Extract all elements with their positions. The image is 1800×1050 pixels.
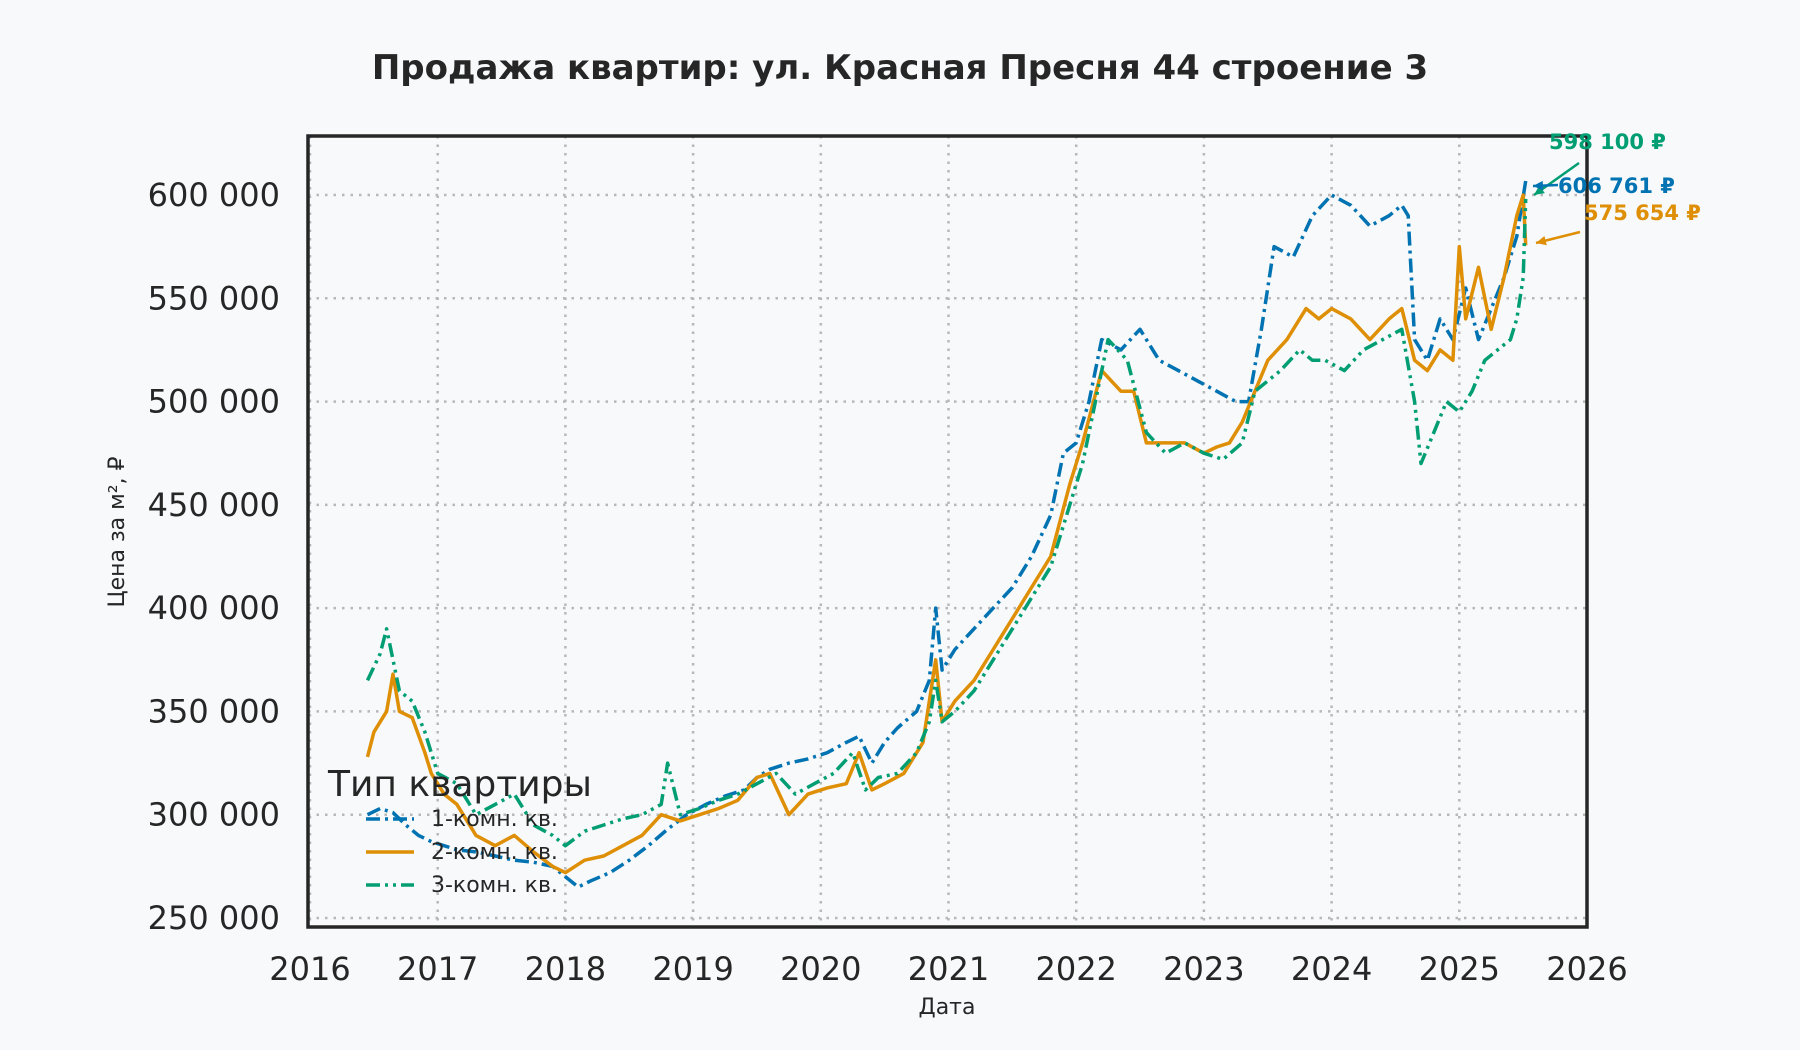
- y-axis-label: Цена за м², ₽: [105, 456, 130, 607]
- series-lines: [365, 180, 1528, 889]
- legend: Тип квартиры 1-комн. кв. 2-комн. кв. 3-ком…: [327, 764, 592, 898]
- grid-lines: [308, 136, 1589, 927]
- x-tick-label: 2025: [1419, 950, 1500, 988]
- plot-frame: [306, 134, 1589, 929]
- arrow-head-icon: [1534, 185, 1545, 195]
- x-tick-label: 2021: [908, 950, 989, 988]
- y-tick-label: 300 000: [148, 796, 280, 834]
- x-axis-ticks: 2016 2017 2018 2019 2020 2021 2022 2023 2024 2025…: [269, 950, 1627, 988]
- x-tick-label: 2019: [652, 950, 733, 988]
- x-axis-label: Дата: [919, 995, 976, 1020]
- x-tick-label: 2024: [1291, 950, 1372, 988]
- x-tick-label: 2017: [397, 950, 478, 988]
- chart-title: Продажа квартир: ул. Красная Пресня 44 с…: [371, 48, 1429, 88]
- arrow-head-icon: [1533, 180, 1544, 191]
- x-tick-label: 2026: [1546, 950, 1627, 988]
- y-tick-label: 500 000: [148, 383, 280, 421]
- arrow-head-icon: [1536, 235, 1547, 246]
- y-tick-label: 550 000: [148, 279, 280, 317]
- y-tick-label: 450 000: [148, 486, 280, 524]
- x-tick-label: 2020: [780, 950, 861, 988]
- series-line: [365, 198, 1528, 848]
- series-line: [366, 180, 1528, 889]
- y-axis-ticks: 250 000 300 000 350 000 400 000 450 000 500 0…: [148, 176, 280, 937]
- legend-entry: 1-комн. кв.: [431, 807, 558, 832]
- y-tick-label: 250 000: [148, 899, 280, 937]
- x-tick-label: 2016: [269, 950, 350, 988]
- x-tick-label: 2022: [1035, 950, 1116, 988]
- x-tick-label: 2023: [1163, 950, 1244, 988]
- x-tick-label: 2018: [525, 950, 606, 988]
- y-tick-label: 600 000: [148, 176, 280, 214]
- annotations: 598 100 ₽ 606 761 ₽ 575 654 ₽: [1532, 130, 1701, 246]
- annotation-label: 606 761 ₽: [1558, 174, 1675, 198]
- annotation-label: 575 654 ₽: [1584, 201, 1701, 225]
- annotation-label: 598 100 ₽: [1549, 130, 1666, 154]
- legend-entry: 2-комн. кв.: [431, 840, 558, 865]
- legend-entry: 3-комн. кв.: [431, 873, 558, 898]
- y-tick-label: 350 000: [148, 692, 280, 730]
- y-tick-label: 400 000: [148, 589, 280, 627]
- legend-title: Тип квартиры: [327, 764, 592, 805]
- series-line: [365, 193, 1528, 875]
